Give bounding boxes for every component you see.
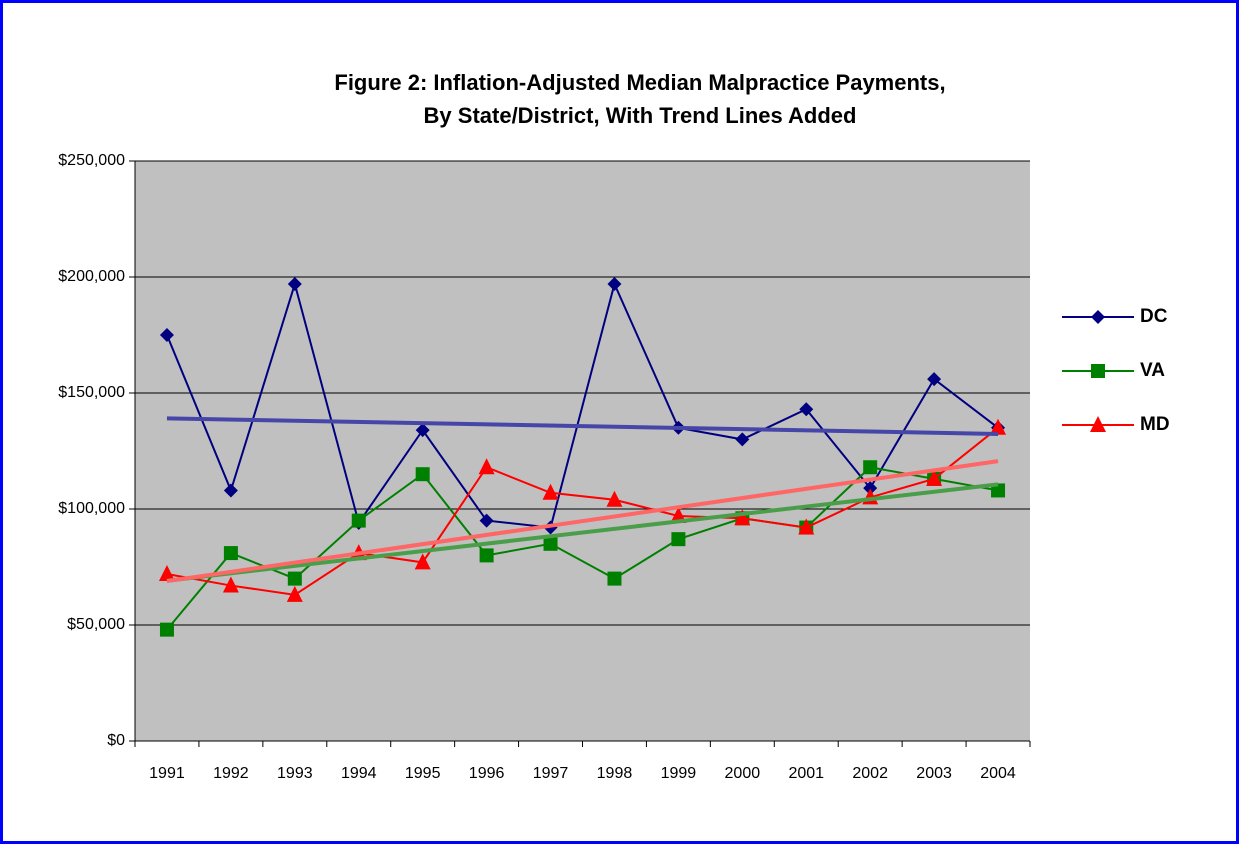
data-point	[478, 458, 495, 475]
data-point	[287, 276, 302, 291]
legend-marker	[1091, 310, 1105, 324]
x-tick-label: 2003	[916, 765, 952, 782]
data-point	[926, 469, 943, 486]
x-tick-label: 1993	[277, 765, 313, 782]
x-tick-label: 1995	[405, 765, 441, 782]
chart-title: By State/District, With Trend Lines Adde…	[424, 103, 857, 128]
y-tick-label: $150,000	[58, 384, 125, 401]
data-point	[990, 418, 1007, 435]
x-tick-label: 1999	[661, 765, 697, 782]
data-point	[543, 536, 558, 551]
x-tick-label: 2002	[852, 765, 888, 782]
series-line	[166, 280, 999, 529]
data-point	[863, 481, 878, 496]
data-point	[542, 483, 559, 500]
legend-label: VA	[1140, 360, 1165, 381]
y-tick-label: $0	[107, 732, 125, 749]
data-point	[607, 276, 622, 291]
plot-area	[135, 161, 1030, 741]
data-point	[414, 553, 431, 570]
data-point	[734, 509, 751, 526]
data-point	[159, 622, 174, 637]
x-tick-label: 2001	[788, 765, 824, 782]
x-tick-label: 1992	[213, 765, 249, 782]
data-point	[927, 372, 942, 387]
y-tick-label: $250,000	[58, 152, 125, 169]
x-tick-label: 2004	[980, 765, 1016, 782]
legend-label: MD	[1140, 414, 1170, 435]
x-tick-label: 2000	[725, 765, 761, 782]
data-point	[798, 518, 815, 535]
data-point	[351, 513, 366, 528]
data-point	[799, 402, 814, 417]
data-point	[223, 546, 238, 561]
data-point	[479, 548, 494, 563]
data-point	[158, 564, 175, 581]
trend-line	[166, 416, 999, 436]
x-tick-label: 1996	[469, 765, 505, 782]
data-point	[159, 328, 174, 342]
trend-line	[166, 482, 999, 583]
data-point	[479, 513, 494, 528]
data-point	[671, 532, 686, 547]
y-tick-label: $50,000	[67, 616, 125, 633]
data-point	[991, 483, 1006, 498]
data-point	[607, 571, 622, 586]
data-point	[415, 423, 430, 438]
data-point	[286, 585, 303, 602]
x-tick-label: 1991	[149, 765, 185, 782]
series-line	[166, 466, 999, 631]
data-point	[863, 460, 878, 475]
chart-title: Figure 2: Inflation-Adjusted Median Malp…	[334, 70, 945, 95]
x-tick-label: 1997	[533, 765, 569, 782]
data-point	[222, 576, 239, 593]
data-point	[735, 432, 750, 447]
trend-line	[166, 459, 999, 584]
x-tick-label: 1994	[341, 765, 377, 782]
y-tick-label: $100,000	[58, 500, 125, 517]
legend-label: DC	[1140, 306, 1168, 327]
data-point	[223, 483, 238, 498]
series-line	[166, 427, 999, 596]
x-tick-label: 1998	[597, 765, 633, 782]
legend-marker	[1090, 416, 1106, 432]
data-point	[415, 467, 430, 482]
data-point	[287, 571, 302, 586]
legend-marker	[1091, 364, 1105, 378]
y-tick-label: $200,000	[58, 268, 125, 285]
data-point	[606, 490, 623, 507]
